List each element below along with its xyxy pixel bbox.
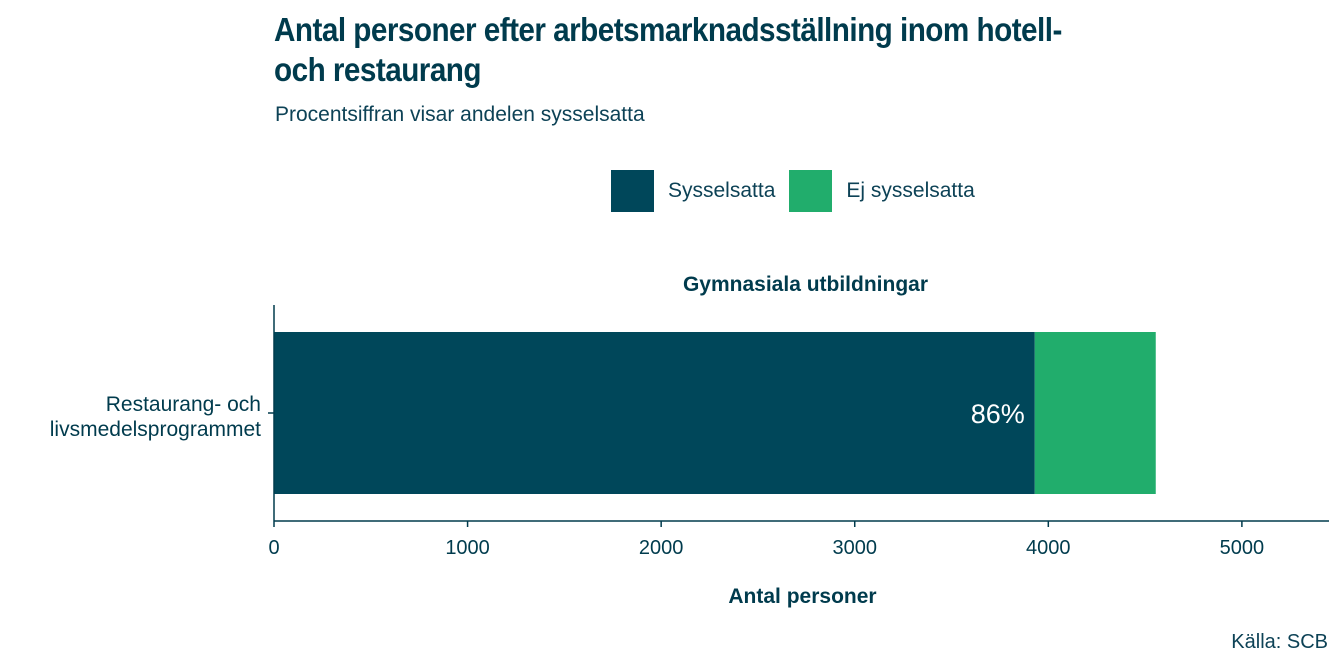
chart-subtitle: Procentsiffran visar andelen sysselsatta (275, 103, 645, 126)
x-tick-label: 4000 (1026, 537, 1071, 559)
x-tick-label: 3000 (832, 537, 877, 559)
bar-sysselsatta (274, 332, 1035, 494)
x-tick-label: 1000 (445, 537, 490, 559)
category-label-line-2: livsmedelsprogrammet (50, 418, 261, 441)
category-label: Restaurang- och (106, 393, 261, 416)
legend-item-ej-sysselsatta: Ej sysselsatta (789, 170, 975, 212)
legend-swatch-ej-sysselsatta (789, 170, 833, 212)
chart-title: Antal personer efter arbetsmarknadsställ… (274, 11, 1062, 88)
x-tick-label: 0 (268, 537, 279, 559)
source-note: Källa: SCB (1231, 631, 1328, 653)
data-label: 86% (971, 399, 1025, 429)
x-axis-label: Antal personer (728, 585, 876, 608)
legend-swatch-sysselsatta (611, 170, 654, 212)
legend-label-ej-sysselsatta: Ej sysselsatta (846, 179, 975, 202)
panel-title: Gymnasiala utbildningar (683, 273, 928, 296)
x-tick-label: 2000 (639, 537, 684, 559)
legend-label-sysselsatta: Sysselsatta (668, 179, 776, 202)
x-tick-label: 5000 (1220, 537, 1265, 559)
bar-ej-sysselsatta (1034, 332, 1156, 494)
legend: Sysselsatta Ej sysselsatta (611, 170, 989, 212)
legend-item-sysselsatta: Sysselsatta (611, 170, 775, 212)
